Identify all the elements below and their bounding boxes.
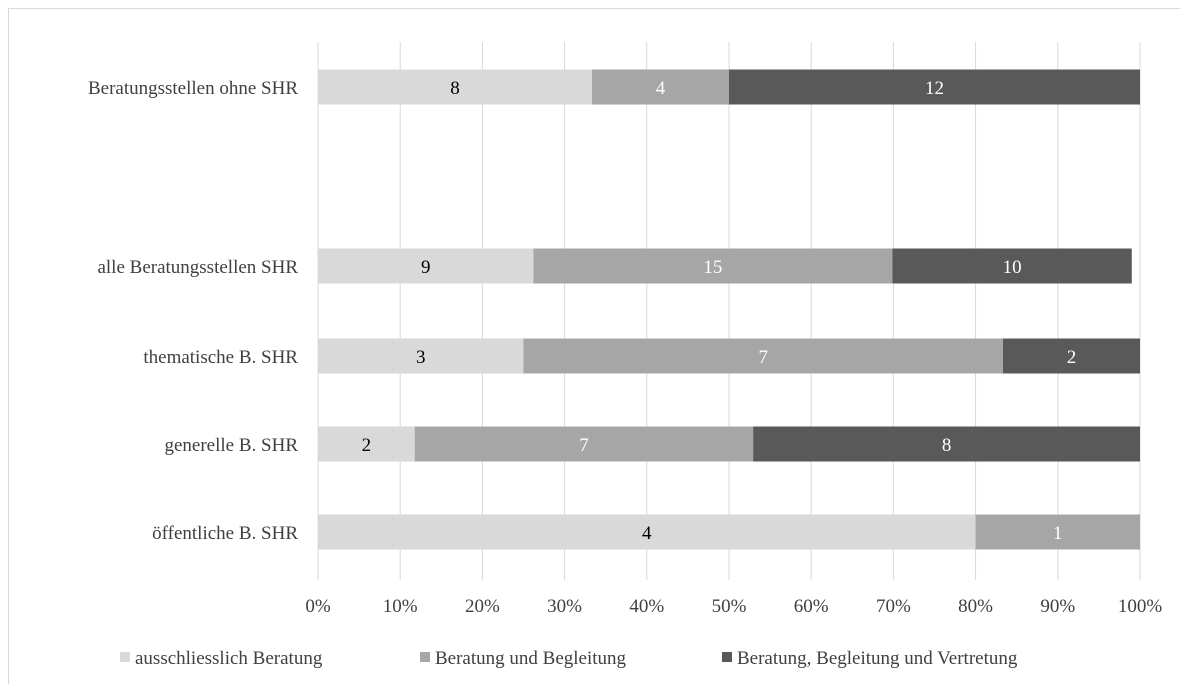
bar-segment <box>318 514 976 550</box>
data-label: 4 <box>656 78 666 99</box>
chart-frame <box>8 8 1180 684</box>
x-tick-label: 10% <box>383 596 418 617</box>
data-label: 15 <box>703 257 722 278</box>
data-label: 7 <box>759 347 769 368</box>
bar-segment <box>592 69 729 105</box>
data-label: 10 <box>1003 257 1022 278</box>
data-label: 8 <box>450 78 460 99</box>
category-labels: Beratungsstellen ohne SHR alle Beratungss… <box>88 78 298 544</box>
data-label: 2 <box>1067 347 1077 368</box>
x-tick-label: 60% <box>794 596 829 617</box>
category-label: Beratungsstellen ohne SHR <box>88 78 298 99</box>
legend-swatch <box>120 652 130 662</box>
x-tick-label: 70% <box>876 596 911 617</box>
bar-segment <box>318 338 524 374</box>
legend-swatch <box>420 652 430 662</box>
legend-label: ausschliesslich Beratung <box>135 648 323 669</box>
data-label: 4 <box>642 523 652 544</box>
data-label: 12 <box>925 78 944 99</box>
bar-segment <box>523 338 1003 374</box>
bar-segment <box>753 426 1140 462</box>
x-tick-label: 80% <box>958 596 993 617</box>
x-tick-label: 30% <box>547 596 582 617</box>
bar-segment <box>975 514 1140 550</box>
x-tick-label: 0% <box>305 596 331 617</box>
bar-segment <box>892 248 1132 284</box>
bar-segment <box>318 248 534 284</box>
data-label: 3 <box>416 347 426 368</box>
x-tick-label: 40% <box>629 596 664 617</box>
x-tick-label: 100% <box>1118 596 1163 617</box>
legend: ausschliesslich Beratung Beratung und Beg… <box>120 648 1018 669</box>
category-label: generelle B. SHR <box>164 435 298 456</box>
x-tick-labels: 0% 10% 20% 30% 40% 50% 60% 70% 80% 90% 100% <box>305 596 1162 617</box>
x-tick-label: 20% <box>465 596 500 617</box>
legend-swatch <box>722 652 732 662</box>
category-label: thematische B. SHR <box>143 347 298 368</box>
data-label: 2 <box>362 435 372 456</box>
bar-segment <box>414 426 754 462</box>
bar-segment <box>1003 338 1140 374</box>
bar-segment <box>729 69 1140 105</box>
data-label: 9 <box>421 257 431 278</box>
bar-segment <box>318 426 415 462</box>
data-label: 7 <box>579 435 589 456</box>
data-label: 8 <box>942 435 952 456</box>
gridlines <box>317 42 1141 580</box>
x-tick-label: 50% <box>712 596 747 617</box>
legend-label: Beratung und Begleitung <box>435 648 627 669</box>
bars: 8 4 12 9 15 10 3 7 2 2 7 8 4 1 <box>318 69 1140 550</box>
category-label: alle Beratungsstellen SHR <box>97 257 298 278</box>
category-label: öffentliche B. SHR <box>152 523 298 544</box>
bar-segment <box>318 69 592 105</box>
x-tick-label: 90% <box>1040 596 1075 617</box>
data-label: 1 <box>1053 523 1063 544</box>
legend-label: Beratung, Begleitung und Vertretung <box>737 648 1018 669</box>
bar-segment <box>533 248 893 284</box>
